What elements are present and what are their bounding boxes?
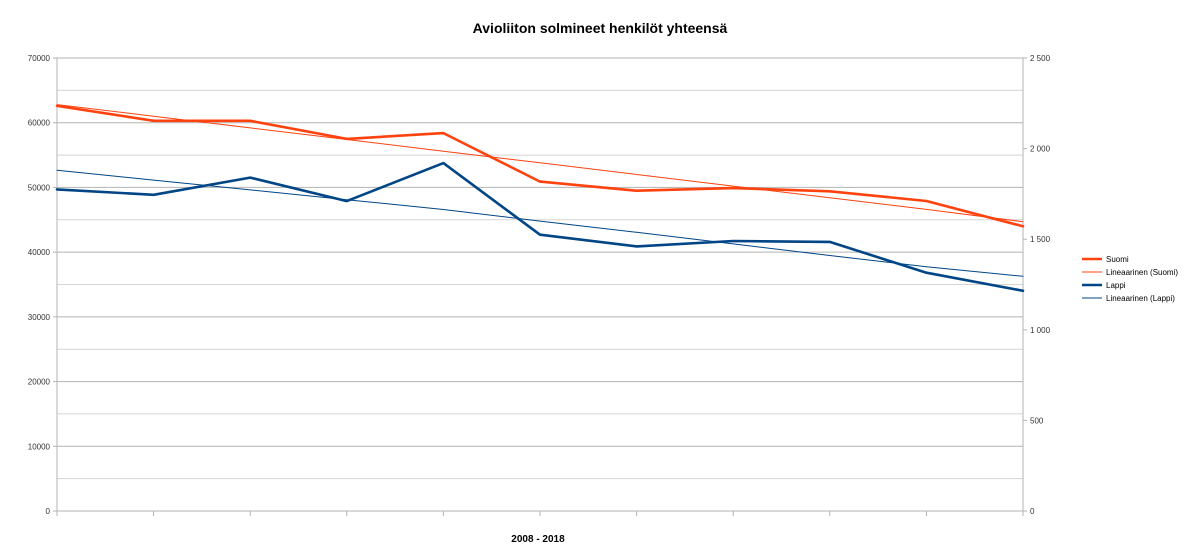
series-line-suomi (55, 104, 1025, 228)
legend-label: Lappi (1106, 281, 1126, 290)
right-tick-label: 1 500 (1030, 235, 1051, 244)
left-tick-label: 0 (46, 507, 51, 516)
right-tick-label: 2 500 (1030, 54, 1051, 63)
series-line-lineaarinen-lappi (56, 169, 1024, 277)
left-tick-label: 30000 (28, 313, 51, 322)
axes: 0 10000 20000 30000 40000 50000 60000 70000 0 500… (28, 54, 1051, 516)
series-line-lineaarinen-suomi (56, 104, 1024, 223)
series-lines (55, 104, 1025, 293)
left-tick-label: 50000 (28, 183, 51, 192)
legend-label: Lineaarinen (Suomi) (1106, 268, 1178, 277)
right-tick-label: 0 (1030, 507, 1035, 516)
series-line-lappi (55, 161, 1025, 293)
right-tick-label: 500 (1030, 416, 1044, 425)
legend: Suomi Lineaarinen (Suomi) Lappi Lineaarinen… (1082, 255, 1178, 303)
right-tick-label: 1 000 (1030, 326, 1051, 335)
left-tick-label: 70000 (28, 54, 51, 63)
gridlines (57, 57, 1023, 512)
chart-title: Avioliiton solmineet henkilöt yhteensä (473, 20, 728, 36)
right-tick-label: 2 000 (1030, 145, 1051, 154)
left-tick-label: 10000 (28, 442, 51, 451)
x-axis-label: 2008 - 2018 (511, 534, 565, 545)
left-tick-label: 40000 (28, 248, 51, 257)
left-tick-label: 60000 (28, 119, 51, 128)
legend-label: Suomi (1106, 255, 1129, 264)
left-tick-label: 20000 (28, 378, 51, 387)
legend-label: Lineaarinen (Lappi) (1106, 294, 1175, 303)
